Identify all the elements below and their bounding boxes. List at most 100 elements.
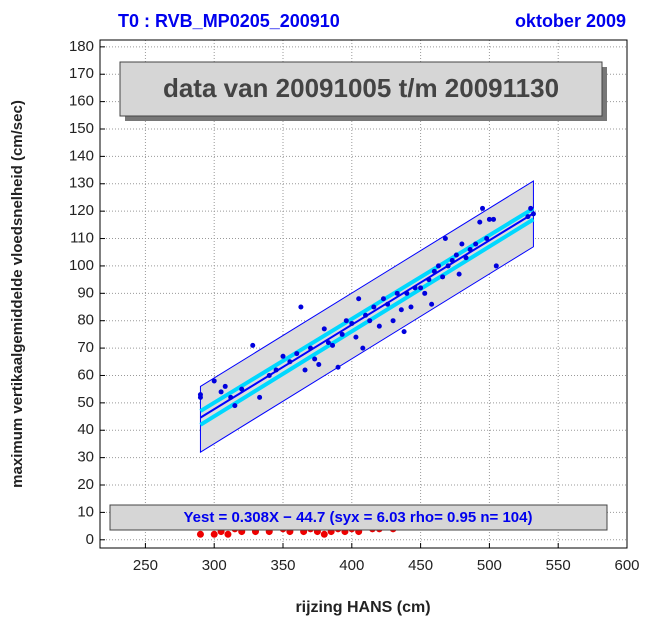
y-axis-label: maximum vertikaalgemiddelde vloedsnelhei… bbox=[9, 100, 26, 488]
x-tick-label: 500 bbox=[477, 557, 502, 574]
point bbox=[210, 530, 218, 538]
point bbox=[530, 211, 536, 217]
confidence-line bbox=[199, 217, 535, 427]
y-tick-label: 140 bbox=[69, 147, 94, 164]
x-tick-label: 250 bbox=[133, 557, 158, 574]
point bbox=[308, 345, 314, 351]
point bbox=[320, 530, 328, 538]
point bbox=[356, 296, 362, 302]
point bbox=[422, 290, 428, 296]
y-tick-label: 30 bbox=[77, 449, 94, 466]
chart-title-right: oktober 2009 bbox=[515, 11, 626, 31]
point bbox=[287, 359, 293, 365]
point bbox=[435, 263, 441, 269]
point bbox=[390, 318, 396, 324]
point bbox=[330, 342, 336, 348]
y-tick-label: 60 bbox=[77, 366, 94, 383]
point bbox=[211, 378, 217, 384]
y-tick-label: 50 bbox=[77, 394, 94, 411]
point bbox=[467, 246, 473, 252]
point bbox=[412, 285, 418, 291]
point bbox=[525, 214, 531, 220]
x-axis-label: rijzing HANS (cm) bbox=[295, 599, 430, 616]
point bbox=[418, 285, 424, 291]
confidence-line bbox=[199, 206, 535, 413]
point bbox=[394, 290, 400, 296]
point bbox=[401, 329, 407, 335]
point bbox=[222, 383, 228, 389]
x-tick-label: 350 bbox=[270, 557, 295, 574]
plot-frame bbox=[99, 39, 628, 549]
y-tick-label: 90 bbox=[77, 284, 94, 301]
point bbox=[477, 219, 483, 225]
chart-title: T0 : RVB_MP0205_200910 bbox=[118, 11, 340, 31]
point bbox=[398, 307, 404, 313]
y-tick-label: 40 bbox=[77, 421, 94, 438]
point bbox=[349, 320, 355, 326]
point bbox=[228, 394, 234, 400]
annotation-box bbox=[119, 61, 603, 117]
point bbox=[280, 353, 286, 359]
point bbox=[343, 318, 349, 324]
point bbox=[445, 263, 451, 269]
point bbox=[486, 216, 492, 222]
x-tick-label: 400 bbox=[339, 557, 364, 574]
point bbox=[232, 403, 238, 409]
point bbox=[218, 389, 224, 395]
point bbox=[493, 263, 499, 269]
point bbox=[298, 304, 304, 310]
point bbox=[266, 372, 272, 378]
point bbox=[453, 252, 459, 258]
point bbox=[302, 367, 308, 373]
y-tick-label: 130 bbox=[69, 175, 94, 192]
point bbox=[273, 367, 279, 373]
y-tick-label: 180 bbox=[69, 38, 94, 55]
y-tick-label: 10 bbox=[77, 503, 94, 520]
point bbox=[239, 386, 245, 392]
point bbox=[528, 205, 534, 211]
y-tick-label: 120 bbox=[69, 202, 94, 219]
point bbox=[473, 241, 479, 247]
point bbox=[408, 304, 414, 310]
point bbox=[360, 345, 366, 351]
point bbox=[250, 342, 256, 348]
point bbox=[197, 392, 203, 398]
point bbox=[257, 394, 263, 400]
point bbox=[480, 205, 486, 211]
point bbox=[429, 301, 435, 307]
point bbox=[449, 257, 455, 263]
point bbox=[367, 318, 373, 324]
point bbox=[385, 301, 391, 307]
point bbox=[442, 236, 448, 242]
point bbox=[426, 277, 432, 283]
y-tick-label: 80 bbox=[77, 312, 94, 329]
equation-box bbox=[109, 504, 608, 531]
x-tick-label: 450 bbox=[408, 557, 433, 574]
annotation: data van 20091005 t/m 20091130 bbox=[163, 73, 559, 103]
point bbox=[380, 296, 386, 302]
y-tick-label: 100 bbox=[69, 257, 94, 274]
y-tick-label: 170 bbox=[69, 65, 94, 82]
x-tick-label: 550 bbox=[546, 557, 571, 574]
point bbox=[353, 334, 359, 340]
point bbox=[196, 530, 204, 538]
y-tick-label: 20 bbox=[77, 476, 94, 493]
point bbox=[224, 530, 232, 538]
y-tick-label: 160 bbox=[69, 93, 94, 110]
point bbox=[294, 351, 300, 357]
x-tick-label: 600 bbox=[614, 557, 639, 574]
y-tick-label: 150 bbox=[69, 120, 94, 137]
point bbox=[459, 241, 465, 247]
equation: Yest = 0.308X − 44.7 (syx = 6.03 rho= 0.… bbox=[184, 509, 533, 526]
point bbox=[440, 274, 446, 280]
point bbox=[371, 304, 377, 310]
x-tick-label: 300 bbox=[202, 557, 227, 574]
point bbox=[325, 340, 331, 346]
point bbox=[491, 216, 497, 222]
point bbox=[404, 290, 410, 296]
y-tick-label: 0 bbox=[86, 531, 94, 548]
y-tick-label: 110 bbox=[70, 230, 94, 247]
point bbox=[463, 255, 469, 261]
point bbox=[316, 362, 322, 368]
